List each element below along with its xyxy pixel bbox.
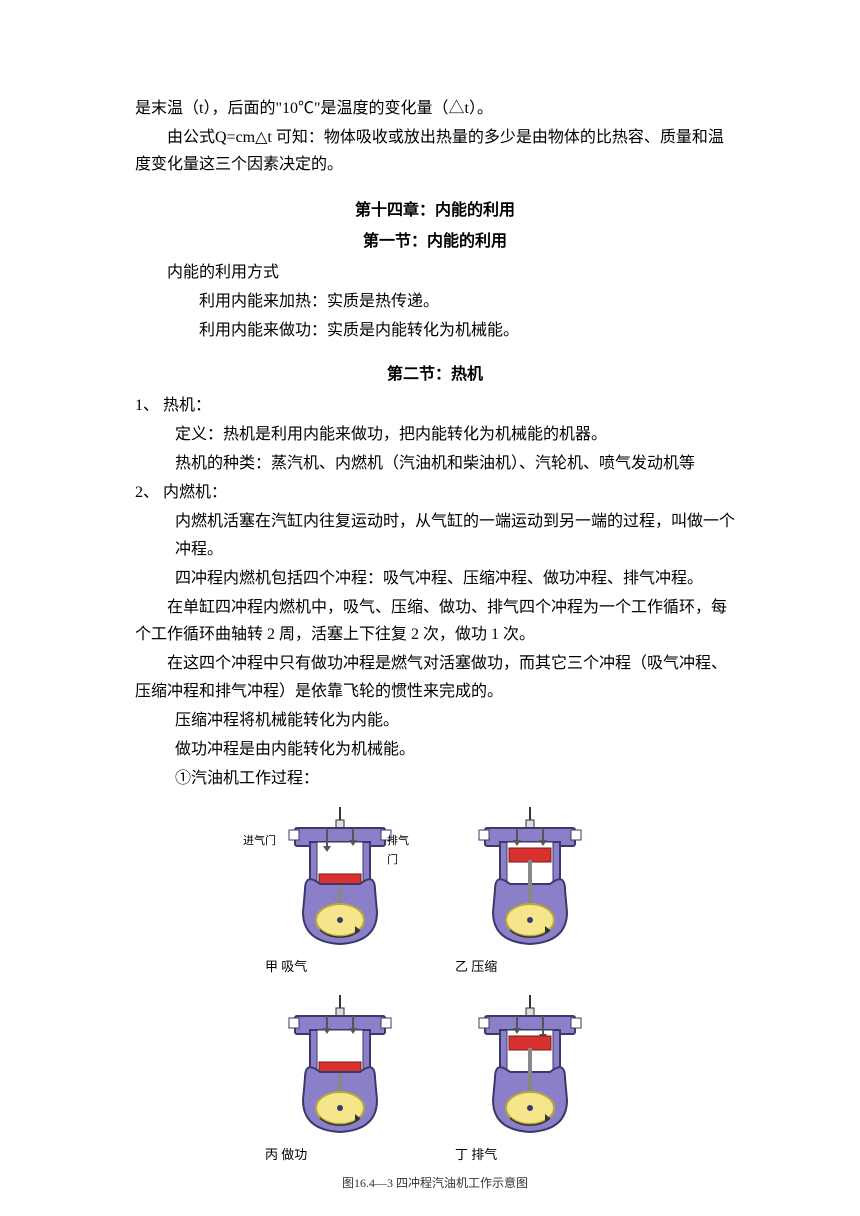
valve-in-label: 进气门 xyxy=(243,832,276,851)
p2-l7: ①汽油机工作过程： xyxy=(135,765,735,792)
engine-a-label: 甲 吸气 xyxy=(265,956,415,978)
diagram-caption: 图16.4—3 四冲程汽油机工作示意图 xyxy=(180,1173,690,1193)
engine-b: 乙 压缩 xyxy=(455,802,605,978)
p2-num: 2、 内燃机： xyxy=(135,479,735,506)
intro-line2: 由公式Q=cm△t 可知：物体吸收或放出热量的多少是由物体的比热容、质量和温度变… xyxy=(135,124,735,178)
chapter14-title: 第十四章：内能的利用 xyxy=(135,197,735,224)
p2-l1: 内燃机活塞在汽缸内往复运动时，从气缸的一端运动到另一端的过程，叫做一个冲程。 xyxy=(135,508,735,562)
p1-def: 定义：热机是利用内能来做功，把内能转化为机械能的机器。 xyxy=(135,421,735,448)
engine-d-svg xyxy=(455,990,605,1140)
section1-heading: 内能的利用方式 xyxy=(135,259,735,286)
p2-l2: 四冲程内燃机包括四个冲程：吸气冲程、压缩冲程、做功冲程、排气冲程。 xyxy=(135,565,735,592)
engine-b-svg xyxy=(455,802,605,952)
p2-l3: 在单缸四冲程内燃机中，吸气、压缩、做功、排气四个冲程为一个工作循环，每个工作循环… xyxy=(135,594,735,648)
section1-item1: 利用内能来加热：实质是热传递。 xyxy=(135,288,735,315)
section2-title: 第二节：热机 xyxy=(135,361,735,388)
engine-b-label: 乙 压缩 xyxy=(455,956,605,978)
engine-d: 丁 排气 xyxy=(455,990,605,1166)
p2-l4: 在这四个冲程中只有做功冲程是燃气对活塞做功，而其它三个冲程（吸气冲程、压缩冲程和… xyxy=(135,650,735,704)
p2-l6: 做功冲程是由内能转化为机械能。 xyxy=(135,736,735,763)
engine-c-label: 丙 做功 xyxy=(265,1144,415,1166)
valve-out-label: 排气门 xyxy=(387,832,415,869)
section1-title: 第一节：内能的利用 xyxy=(135,228,735,255)
engine-diagram: 进气门 排气门 甲 吸气 乙 压缩 丙 做功 丁 排气 图16.4—3 四冲程汽… xyxy=(180,802,690,1193)
engine-a-svg xyxy=(265,802,415,952)
p1-num: 1、 热机： xyxy=(135,392,735,419)
engine-c-svg xyxy=(265,990,415,1140)
p2-l5: 压缩冲程将机械能转化为内能。 xyxy=(135,707,735,734)
engine-c: 丙 做功 xyxy=(265,990,415,1166)
engine-d-label: 丁 排气 xyxy=(455,1144,605,1166)
engine-a: 进气门 排气门 甲 吸气 xyxy=(265,802,415,978)
p1-types: 热机的种类：蒸汽机、内燃机（汽油机和柴油机）、汽轮机、喷气发动机等 xyxy=(135,450,735,477)
intro-line1: 是末温（t），后面的"10℃"是温度的变化量（△t）。 xyxy=(135,95,735,122)
section1-item2: 利用内能来做功：实质是内能转化为机械能。 xyxy=(135,317,735,344)
